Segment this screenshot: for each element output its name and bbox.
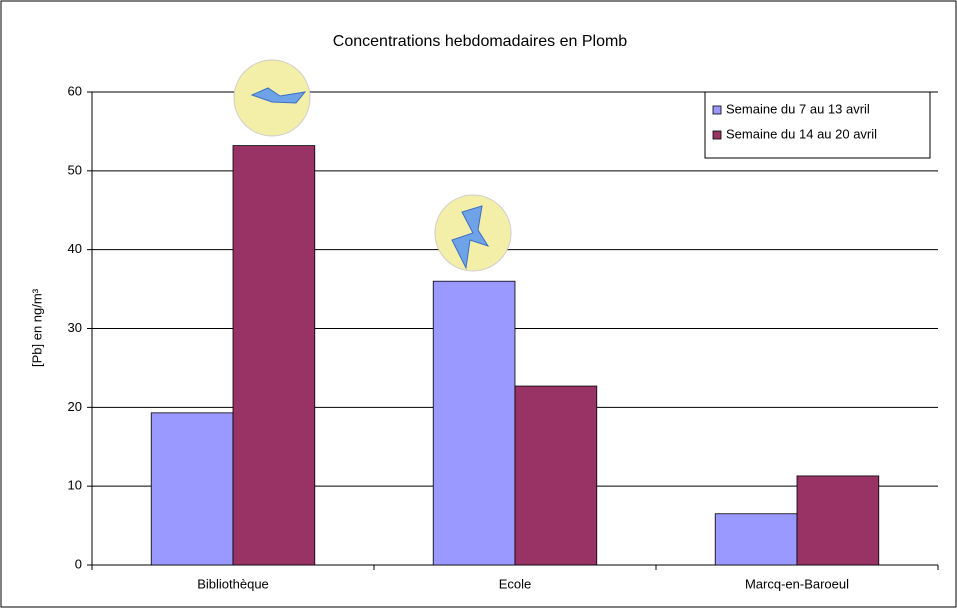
chart-title: Concentrations hebdomadaires en Plomb	[333, 33, 628, 50]
y-tick-label: 30	[68, 320, 82, 335]
y-tick-label: 10	[68, 478, 82, 493]
legend-label: Semaine du 14 au 20 avril	[726, 126, 877, 141]
bar	[233, 146, 315, 565]
chart: Concentrations hebdomadaires en Plomb [P…	[0, 0, 957, 608]
bar	[515, 386, 597, 565]
y-tick-label: 50	[68, 162, 82, 177]
legend-swatch	[713, 131, 721, 139]
legend-label: Semaine du 7 au 13 avril	[726, 101, 870, 116]
x-tick-label: Bibliothèque	[197, 576, 269, 591]
bar	[433, 281, 515, 565]
y-tick-label: 40	[68, 241, 82, 256]
x-tick-label: Marcq-en-Baroeul	[745, 576, 849, 591]
y-tick-label: 60	[68, 83, 82, 98]
bar	[151, 413, 233, 565]
legend-swatch	[713, 106, 721, 114]
y-tick-label: 20	[68, 399, 82, 414]
y-tick-label: 0	[75, 556, 82, 571]
x-tick-label: Ecole	[499, 576, 532, 591]
bar	[715, 514, 797, 565]
y-axis-label: [Pb] en ng/m³	[29, 288, 44, 367]
bar	[797, 476, 879, 565]
